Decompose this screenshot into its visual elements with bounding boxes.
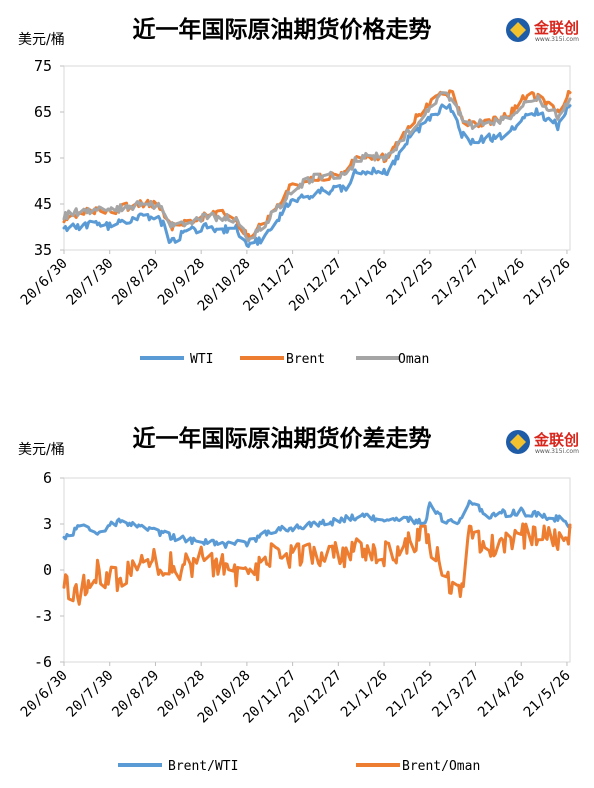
x-tick-label: 21/4/26 <box>475 668 528 721</box>
y-tick-label: -6 <box>34 653 52 671</box>
legend-label: WTI <box>190 352 213 367</box>
x-tick-label: 20/7/30 <box>64 256 117 309</box>
x-tick-label: 20/8/29 <box>109 668 162 721</box>
price-x-ticks: 20/6/3020/7/3020/8/2920/9/2820/10/2820/1… <box>18 250 574 315</box>
logo-site: www.315i.com <box>535 36 579 43</box>
spread-x-ticks: 20/6/3020/7/3020/8/2920/9/2820/10/2820/1… <box>18 662 574 727</box>
spread-chart-title: 近一年国际原油期货价差走势 <box>133 425 432 452</box>
spread-series-lines <box>62 499 572 606</box>
x-tick-label: 20/6/30 <box>18 256 71 309</box>
price-series-lines <box>62 89 572 249</box>
x-tick-label: 21/5/26 <box>521 668 574 721</box>
price-chart: 美元/桶 近一年国际原油期货价格走势 金联创 www.315i.com 75 65… <box>18 16 579 367</box>
logo-mark <box>510 434 526 450</box>
y-tick-label: 55 <box>34 149 52 167</box>
x-tick-label: 21/2/25 <box>384 668 437 721</box>
spread-chart: 美元/桶 近一年国际原油期货价差走势 金联创 www.315i.com 6 3 0 -… <box>18 425 579 774</box>
y-tick-label: 35 <box>34 241 52 259</box>
spread-logo: 金联创 www.315i.com <box>506 430 579 455</box>
x-tick-label: 21/4/26 <box>475 256 528 309</box>
x-tick-label: 21/2/25 <box>384 256 437 309</box>
logo-mark <box>510 22 526 38</box>
x-tick-label: 20/8/29 <box>109 256 162 309</box>
price-legend: WTI Brent Oman <box>140 352 429 367</box>
spread-y-ticks: 6 3 0 -3 -6 <box>34 469 64 671</box>
price-chart-title: 近一年国际原油期货价格走势 <box>133 16 432 43</box>
x-tick-label: 21/5/26 <box>521 256 574 309</box>
series-line-wti <box>62 103 572 249</box>
x-tick-label: 21/1/26 <box>338 668 391 721</box>
x-tick-label: 21/3/27 <box>429 256 482 309</box>
spread-plot-area <box>63 477 571 663</box>
x-tick-label: 20/6/30 <box>18 668 71 721</box>
spread-y-unit: 美元/桶 <box>18 442 65 458</box>
x-tick-label: 21/1/26 <box>338 256 391 309</box>
y-tick-label: 0 <box>43 561 52 579</box>
x-tick-label: 20/7/30 <box>64 668 117 721</box>
x-tick-label: 21/3/27 <box>429 668 482 721</box>
price-logo: 金联创 www.315i.com <box>506 18 579 43</box>
legend-label: Oman <box>398 352 429 367</box>
y-tick-label: 65 <box>34 103 52 121</box>
legend-label: Brent/WTI <box>168 759 238 774</box>
y-tick-label: 45 <box>34 195 52 213</box>
y-tick-label: 75 <box>34 57 52 75</box>
legend-label: Brent <box>286 352 325 367</box>
legend-label: Brent/Oman <box>402 759 480 774</box>
series-line-brent-oman <box>62 522 572 606</box>
series-line-oman <box>62 91 572 243</box>
price-plot-area <box>63 65 571 251</box>
logo-name: 金联创 <box>533 19 579 37</box>
price-y-unit: 美元/桶 <box>18 32 65 48</box>
logo-name: 金联创 <box>533 431 579 449</box>
price-y-ticks: 75 65 55 45 35 <box>34 57 64 259</box>
y-tick-label: 6 <box>43 469 52 487</box>
logo-site: www.315i.com <box>535 448 579 455</box>
y-tick-label: -3 <box>34 607 52 625</box>
spread-legend: Brent/WTI Brent/Oman <box>118 759 480 774</box>
y-tick-label: 3 <box>43 515 52 533</box>
series-line-brent-wti <box>62 499 572 549</box>
